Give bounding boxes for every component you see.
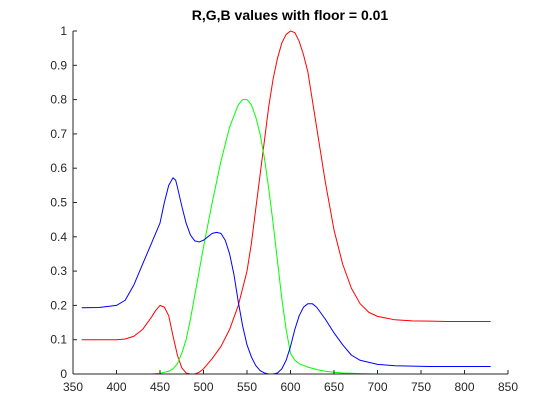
- x-tick-label: 850: [498, 380, 518, 394]
- y-tick-label: 1: [60, 24, 67, 38]
- y-tick-label: 0.8: [50, 93, 67, 107]
- axes: [72, 31, 508, 375]
- x-ticks: 350 400 450 500 550 600 650 700 750 800 850: [63, 370, 518, 394]
- x-tick-label: 400: [106, 380, 126, 394]
- x-tick-label: 600: [280, 380, 300, 394]
- x-tick-label: 800: [454, 380, 474, 394]
- x-tick-label: 550: [237, 380, 257, 394]
- series-line-0: [81, 30, 491, 375]
- x-tick-label: 750: [411, 380, 431, 394]
- y-tick-label: 0.7: [50, 127, 67, 141]
- x-tick-label: 700: [367, 380, 387, 394]
- x-tick-label: 350: [63, 380, 83, 394]
- series-line-1: [81, 99, 491, 375]
- y-tick-label: 0.5: [50, 196, 67, 210]
- y-ticks: 0 0.1 0.2 0.3 0.4 0.5 0.6 0.7 0.8 0.9 1: [50, 24, 77, 381]
- y-tick-label: 0.3: [50, 264, 67, 278]
- y-tick-label: 0.1: [50, 333, 67, 347]
- y-tick-label: 0.2: [50, 298, 67, 312]
- y-tick-label: 0.6: [50, 161, 67, 175]
- chart-title: R,G,B values with floor = 0.01: [192, 7, 389, 23]
- y-tick-label: 0: [60, 367, 67, 381]
- x-tick-label: 500: [193, 380, 213, 394]
- x-tick-label: 650: [324, 380, 344, 394]
- series-layer: [81, 30, 491, 375]
- y-tick-label: 0.4: [50, 230, 67, 244]
- x-tick-label: 450: [150, 380, 170, 394]
- series-line-2: [81, 177, 491, 375]
- y-tick-label: 0.9: [50, 58, 67, 72]
